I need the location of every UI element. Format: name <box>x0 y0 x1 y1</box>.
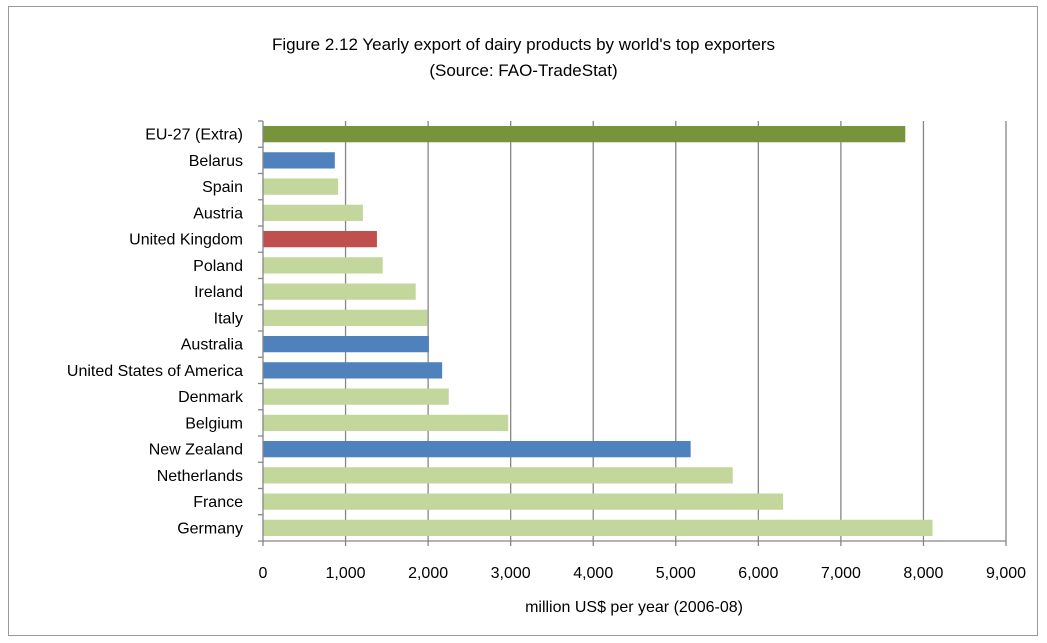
chart-subtitle: (Source: FAO-TradeStat) <box>429 61 618 80</box>
category-label: Poland <box>193 258 243 275</box>
bar <box>263 335 429 353</box>
x-tick-label: 9,000 <box>986 565 1026 582</box>
bar <box>263 152 335 169</box>
category-label: Ireland <box>194 284 243 301</box>
category-label: Austria <box>193 205 243 222</box>
category-labels: EU-27 (Extra) Belarus Spain Austria United K… <box>67 127 244 538</box>
category-label: EU-27 (Extra) <box>145 127 243 144</box>
bar <box>263 204 363 222</box>
category-label: Denmark <box>178 389 244 406</box>
x-tick-label: 2,000 <box>408 565 448 582</box>
bar <box>263 283 416 300</box>
bar <box>263 362 443 379</box>
x-tick-label: 4,000 <box>573 565 613 582</box>
category-label: Germany <box>177 520 243 537</box>
bar <box>263 467 733 484</box>
category-label: United States of America <box>67 363 243 380</box>
bar <box>263 388 449 405</box>
x-tick-label: 0 <box>259 565 268 582</box>
bar <box>263 257 383 274</box>
category-label: Netherlands <box>157 468 243 485</box>
x-tick-label: 3,000 <box>491 565 531 582</box>
x-tick-label: 8,000 <box>903 565 943 582</box>
category-label: Spain <box>202 179 243 196</box>
category-label: United Kingdom <box>129 232 243 249</box>
bar <box>263 309 428 327</box>
category-label: France <box>193 494 243 511</box>
x-tick-label: 1,000 <box>326 565 366 582</box>
bar <box>263 178 339 195</box>
category-label: Australia <box>181 337 243 354</box>
category-label: Belgium <box>185 415 243 432</box>
category-label: Belarus <box>189 153 243 170</box>
bar <box>263 440 691 458</box>
bar <box>263 414 509 432</box>
bar <box>263 493 784 510</box>
bar <box>263 125 906 143</box>
x-tick-label: 6,000 <box>738 565 778 582</box>
bar <box>263 519 933 537</box>
bars <box>263 125 933 537</box>
axes <box>258 120 1007 546</box>
x-axis-title: million US$ per year (2006-08) <box>525 599 743 616</box>
bar <box>263 230 377 248</box>
chart-title-block: Figure 2.12 Yearly export of dairy produ… <box>0 32 1047 84</box>
tick-labels: 0 1,000 2,000 3,000 4,000 5,000 6,000 7,000 8,00… <box>259 565 1027 582</box>
category-label: New Zealand <box>149 442 243 459</box>
x-tick-label: 7,000 <box>821 565 861 582</box>
x-tick-label: 5,000 <box>656 565 696 582</box>
category-label: Italy <box>214 310 243 327</box>
chart-title: Figure 2.12 Yearly export of dairy produ… <box>271 35 776 54</box>
